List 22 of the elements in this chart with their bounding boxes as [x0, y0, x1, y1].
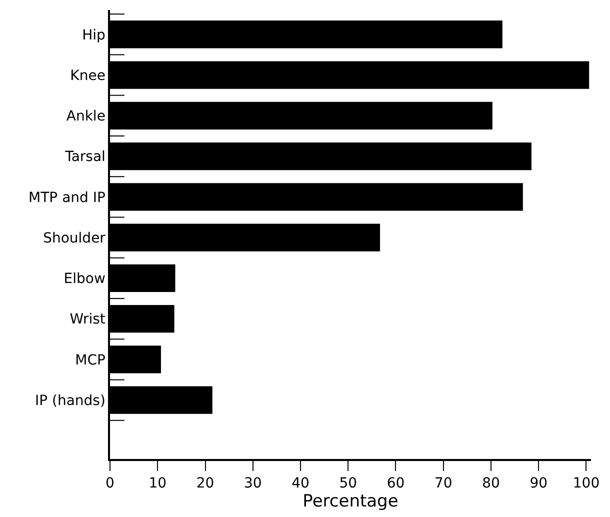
- x-tick-label: 60: [386, 476, 405, 492]
- y-tick-label: MCP: [75, 352, 106, 368]
- x-tick-label: 20: [196, 476, 214, 492]
- x-tick-label: 100: [572, 476, 600, 492]
- y-tick-label: Shoulder: [43, 230, 106, 246]
- y-tick-label: Tarsal: [64, 149, 106, 166]
- x-tick-label: 40: [292, 476, 310, 492]
- y-tick-label: Knee: [70, 68, 106, 84]
- x-tick-label: 30: [244, 476, 262, 492]
- y-tick-label: IP (hands): [34, 392, 106, 409]
- x-tick-label: 50: [339, 476, 358, 492]
- x-tick-label: 0: [106, 476, 114, 492]
- y-tick-label: Wrist: [70, 312, 106, 328]
- y-tick-label: Elbow: [64, 271, 106, 288]
- x-tick-label: 90: [530, 476, 548, 492]
- y-tick-label: Ankle: [66, 108, 106, 125]
- x-tick-label: 10: [148, 476, 167, 492]
- x-tick-label: 80: [482, 476, 500, 492]
- y-tick-label: Hip: [82, 27, 106, 44]
- x-axis-title: Percentage: [302, 492, 398, 512]
- x-tick-label: 70: [434, 476, 452, 492]
- y-tick-label: MTP and IP: [28, 190, 106, 206]
